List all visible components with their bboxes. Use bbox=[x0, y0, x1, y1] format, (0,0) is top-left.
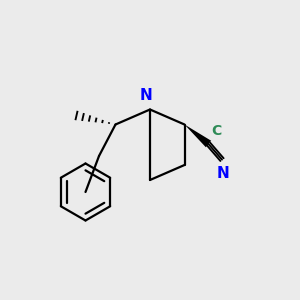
Text: N: N bbox=[217, 166, 230, 181]
Text: N: N bbox=[140, 88, 153, 103]
Text: C: C bbox=[212, 124, 222, 138]
Polygon shape bbox=[184, 124, 211, 147]
